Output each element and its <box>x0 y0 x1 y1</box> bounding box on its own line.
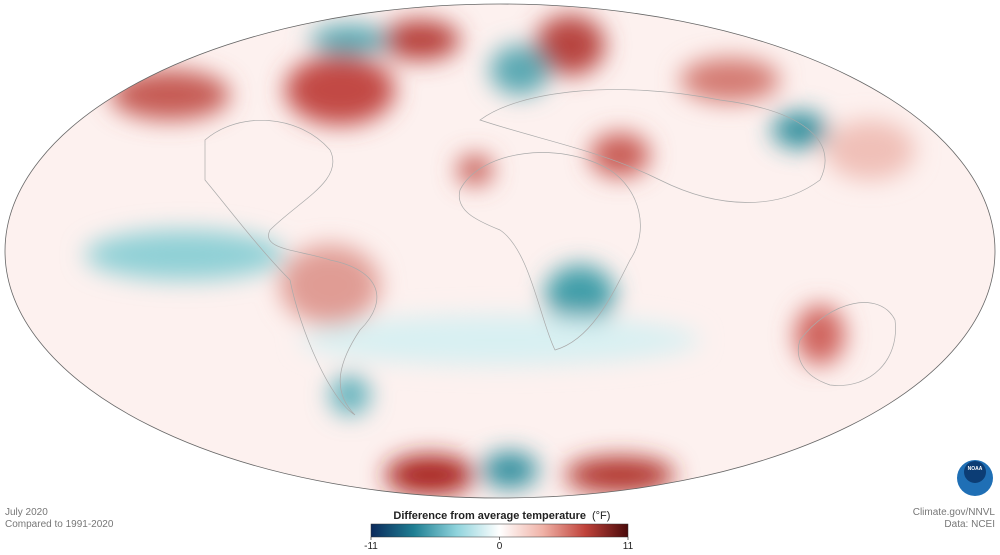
date-label: July 2020 <box>5 507 48 518</box>
globe-outline <box>4 3 996 499</box>
legend-tick-label: 11 <box>623 541 634 552</box>
colorbar <box>370 523 629 538</box>
legend: Difference from average temperature (°F)… <box>364 510 633 552</box>
noaa-logo: NOAA <box>957 460 993 496</box>
anomaly-field <box>85 15 915 495</box>
credit-label: Climate.gov/NNVL <box>913 507 996 518</box>
logo-text: NOAA <box>968 466 983 472</box>
globe-background <box>5 4 995 498</box>
globe <box>5 4 995 498</box>
legend-unit: (°F) <box>592 510 610 522</box>
legend-title: Difference from average temperature <box>393 510 586 522</box>
coastlines <box>204 89 896 416</box>
source-label: Data: NCEI <box>944 519 995 530</box>
legend-tick-label: -11 <box>364 541 378 552</box>
baseline-label: Compared to 1991-2020 <box>5 519 114 530</box>
logo-inner <box>964 461 986 483</box>
legend-tick-label: 0 <box>497 541 503 552</box>
